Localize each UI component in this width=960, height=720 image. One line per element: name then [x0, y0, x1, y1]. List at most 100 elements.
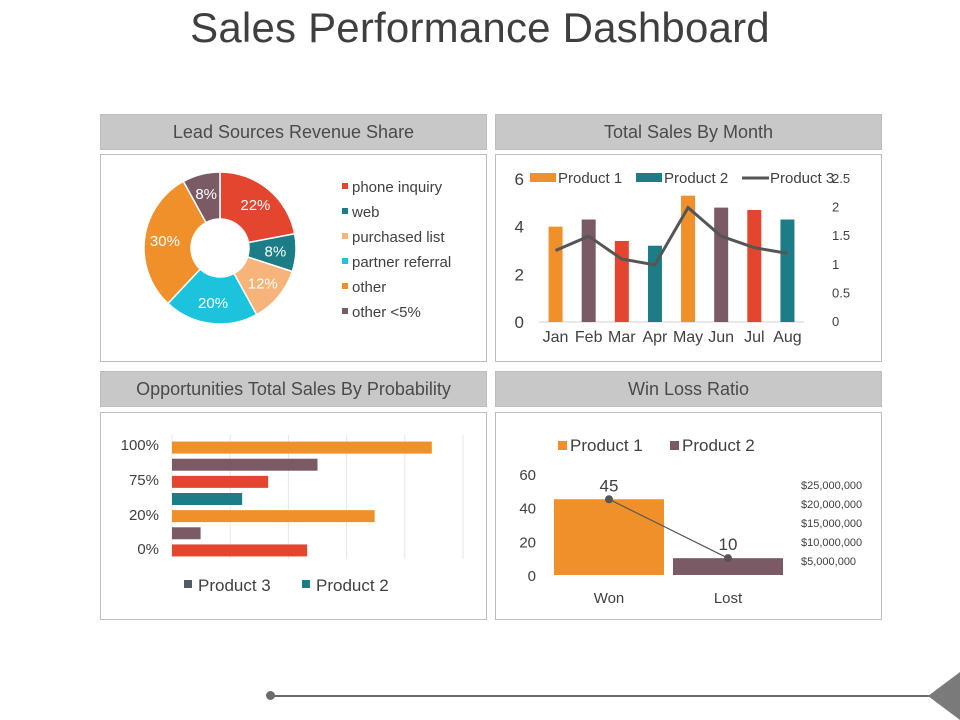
legend-label: Product 2 — [682, 436, 755, 455]
legend-swatch — [342, 258, 348, 264]
data-label: 45 — [600, 476, 619, 495]
legend-label: Product 2 — [316, 576, 389, 595]
footer-line — [270, 695, 930, 697]
donut-slice — [166, 268, 258, 325]
donut-slice-label: 8% — [265, 243, 287, 260]
y2-tick-label: $20,000,000 — [801, 499, 862, 511]
donut-slice — [143, 180, 208, 305]
legend-label: Product 1 — [558, 170, 622, 187]
y-tick-label: 0 — [515, 313, 524, 332]
y2-tick-label: 2 — [832, 200, 839, 215]
legend-swatch — [558, 441, 567, 450]
probability-bar — [172, 493, 243, 505]
y-tick-label: 100% — [121, 437, 159, 454]
opportunities-panel: 100% 75% 20% 0% Product 3 Product 2 — [100, 412, 487, 620]
month-bar — [581, 219, 596, 322]
y-tick-label: 20% — [129, 507, 159, 524]
month-bar — [681, 195, 696, 322]
donut-slice-label: 30% — [150, 233, 180, 250]
y-tick-label: 75% — [129, 472, 159, 489]
x-tick-label: Jul — [744, 329, 764, 346]
legend-swatch — [530, 173, 556, 182]
y2-tick-label: 1 — [832, 257, 839, 272]
donut-slice-label: 12% — [248, 275, 278, 292]
month-bar — [548, 226, 563, 322]
donut-slice-label: 22% — [240, 197, 270, 214]
x-tick-label: Jan — [543, 329, 569, 346]
legend-label: other <5% — [352, 304, 421, 321]
x-tick-label: Mar — [608, 329, 636, 346]
data-label: 10 — [719, 535, 738, 554]
sales-by-month-panel: 0 2 4 6 0 0.5 1 1.5 2 2.5 Jan Feb Mar Apr May Jun Jul Aug… — [495, 154, 882, 362]
donut-slice-label: 20% — [198, 295, 228, 312]
legend-label: purchased list — [352, 229, 445, 246]
x-tick-label: Jun — [708, 329, 734, 346]
sales-by-month-header: Total Sales By Month — [495, 114, 882, 150]
legend-swatch — [636, 173, 662, 182]
footer-dot — [266, 691, 275, 700]
month-bar — [714, 207, 729, 322]
trend-line — [608, 498, 729, 559]
probability-bar — [172, 458, 318, 471]
legend-label: Product 3 — [198, 576, 271, 595]
probability-bar — [172, 510, 375, 523]
legend-swatch — [342, 208, 348, 214]
y-tick-label: 20 — [519, 534, 536, 551]
win-loss-title: Win Loss Ratio — [627, 378, 750, 399]
y2-tick-label: $10,000,000 — [801, 537, 862, 549]
lead-sources-panel: 22% 8% 12% 20% 30% 8% phone inquiry web purchase… — [100, 154, 487, 362]
lead-sources-chart: 22% 8% 12% 20% 30% 8% phone inquiry web purchase… — [143, 171, 451, 325]
x-tick-label: Won — [594, 590, 625, 607]
month-bar — [614, 240, 629, 322]
legend-swatch — [342, 183, 348, 189]
lead-sources-header: Lead Sources Revenue Share — [100, 114, 487, 150]
legend-label: partner referral — [352, 254, 451, 271]
y2-tick-label: 1.5 — [832, 228, 850, 243]
product-3-line — [554, 205, 788, 267]
win-loss-header: Win Loss Ratio — [495, 371, 882, 407]
donut-slice-label: 8% — [195, 186, 217, 203]
y2-tick-label: $25,000,000 — [801, 480, 862, 492]
legend-swatch — [342, 283, 348, 289]
y-tick-label: 4 — [515, 218, 524, 237]
y2-tick-label: 0.5 — [832, 285, 850, 300]
legend-swatch — [342, 233, 348, 239]
opportunities-chart: 100% 75% 20% 0% Product 3 Product 2 — [121, 435, 464, 595]
probability-bar — [172, 544, 308, 557]
y2-tick-label: $15,000,000 — [801, 518, 862, 530]
legend-swatch — [342, 308, 348, 314]
trend-marker — [724, 554, 732, 563]
legend-label: web — [351, 204, 380, 221]
legend-label: Product 1 — [570, 436, 643, 455]
sales-by-month-title: Total Sales By Month — [603, 121, 774, 142]
x-tick-label: Apr — [642, 329, 668, 346]
month-bar — [780, 219, 795, 322]
legend-label: phone inquiry — [352, 179, 443, 196]
trend-marker — [605, 495, 613, 504]
lead-sources-title: Lead Sources Revenue Share — [172, 121, 415, 142]
y-tick-label: 60 — [519, 467, 536, 484]
donut-slice — [219, 171, 296, 244]
y2-tick-label: 0 — [832, 314, 839, 329]
opportunities-header: Opportunities Total Sales By Probability — [100, 371, 487, 407]
y-tick-label: 6 — [515, 170, 524, 189]
legend-swatch — [184, 580, 192, 588]
donut-slice — [182, 171, 221, 224]
legend-label: other — [352, 279, 386, 296]
legend-label: Product 2 — [664, 170, 728, 187]
next-slide-arrow-icon[interactable] — [928, 672, 960, 720]
legend-swatch — [302, 580, 310, 588]
probability-bar — [172, 527, 201, 540]
sales-by-month-chart: 0 2 4 6 0 0.5 1 1.5 2 2.5 Jan Feb Mar Apr May Jun Jul Aug… — [515, 170, 851, 346]
page-title: Sales Performance Dashboard — [190, 4, 770, 51]
win-loss-bar — [554, 499, 664, 575]
y-tick-label: 0 — [528, 568, 536, 585]
x-tick-label: Lost — [714, 590, 743, 607]
probability-bar — [172, 441, 432, 454]
legend-label: Product 3 — [770, 170, 834, 187]
x-tick-label: Aug — [773, 329, 801, 346]
win-loss-bar — [673, 558, 783, 575]
y-tick-label: 2 — [515, 265, 524, 284]
opportunities-title: Opportunities Total Sales By Probability — [136, 378, 451, 399]
x-tick-label: Feb — [575, 329, 603, 346]
